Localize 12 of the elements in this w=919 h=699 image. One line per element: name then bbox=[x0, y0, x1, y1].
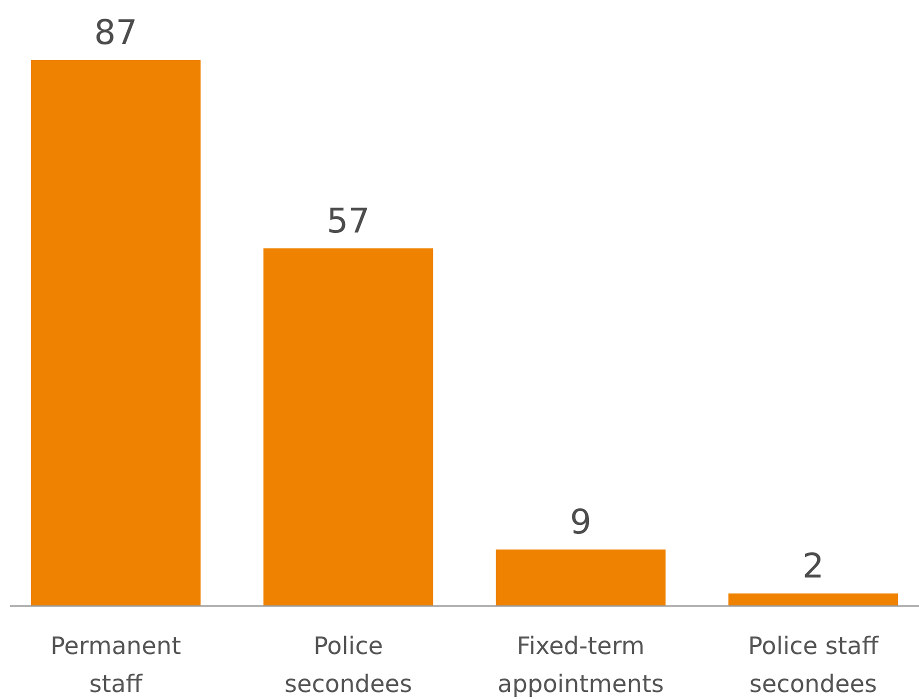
bar bbox=[496, 550, 666, 606]
x-tick-label: Permanent staff bbox=[50, 632, 182, 698]
bar bbox=[728, 593, 898, 606]
data-label: 57 bbox=[326, 201, 370, 242]
bar bbox=[30, 60, 201, 606]
x-tick-label: Fixed-term appointments bbox=[498, 632, 664, 698]
data-label: 9 bbox=[570, 502, 592, 543]
bar bbox=[263, 248, 434, 606]
x-tick-label: Police staff secondees bbox=[748, 632, 879, 698]
x-tick-label: Police secondees bbox=[284, 632, 412, 698]
data-label: 2 bbox=[802, 546, 824, 586]
data-label: 87 bbox=[94, 13, 138, 53]
